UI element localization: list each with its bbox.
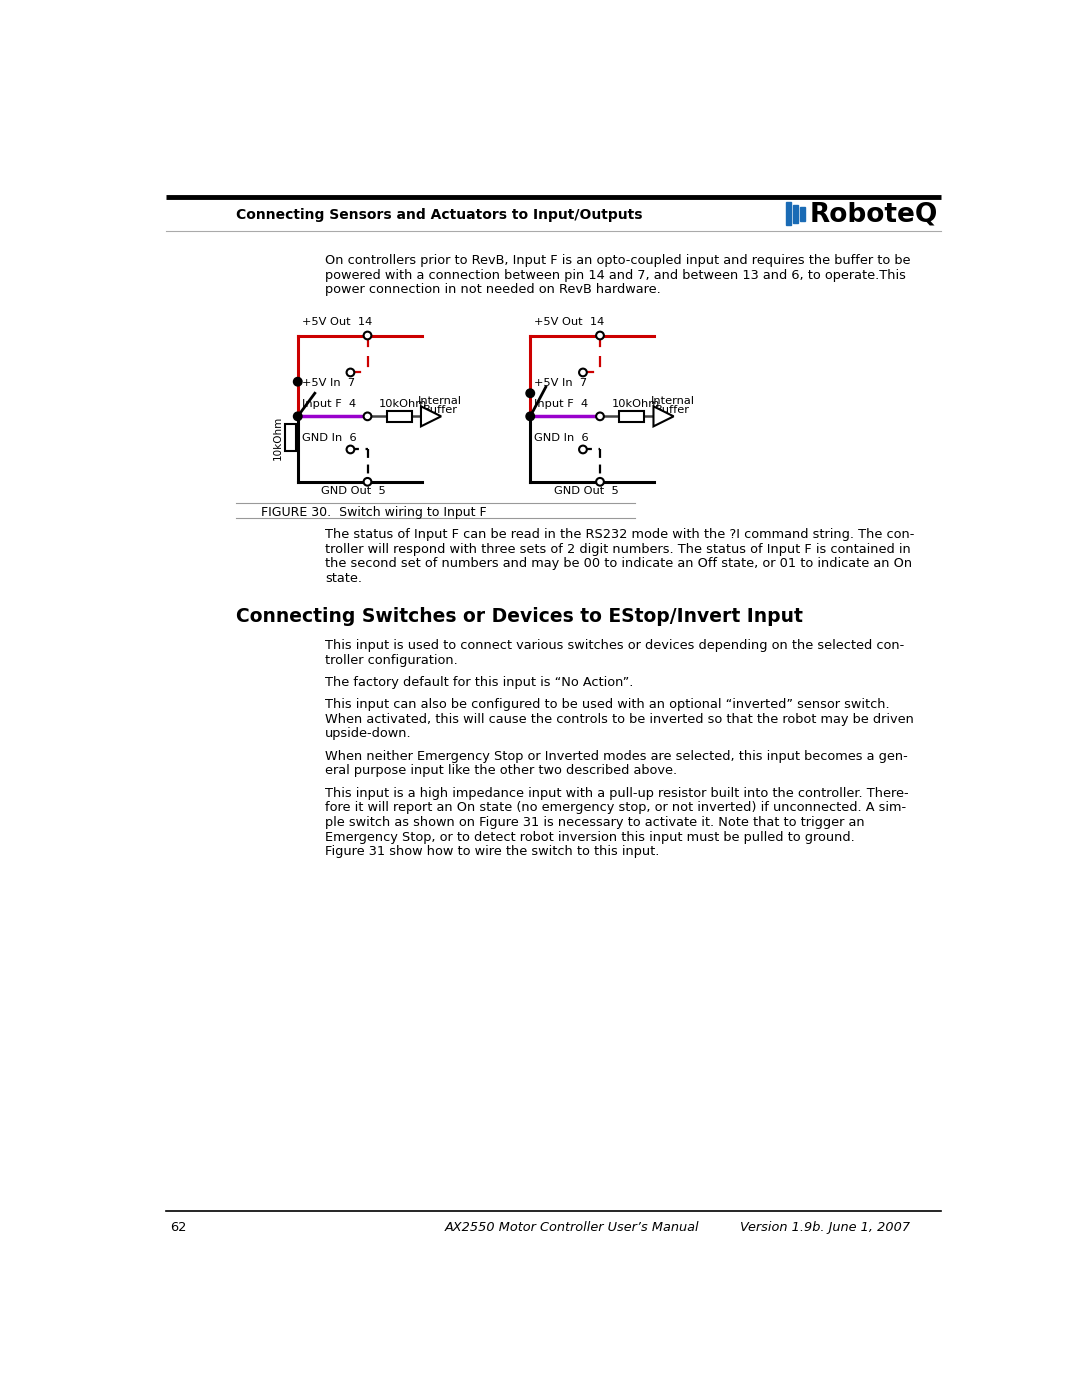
Bar <box>793 204 798 224</box>
Text: This input is a high impedance input with a pull-up resistor built into the cont: This input is a high impedance input wit… <box>325 787 908 799</box>
Text: 10kOhm: 10kOhm <box>611 398 660 409</box>
Text: Figure 31 show how to wire the switch to this input.: Figure 31 show how to wire the switch to… <box>325 845 659 858</box>
Circle shape <box>294 412 302 420</box>
Text: When neither Emergency Stop or Inverted modes are selected, this input becomes a: When neither Emergency Stop or Inverted … <box>325 750 907 763</box>
Text: GND Out  5: GND Out 5 <box>554 486 618 496</box>
Circle shape <box>596 478 604 486</box>
Text: GND In  6: GND In 6 <box>301 433 356 443</box>
Text: RoboteQ: RoboteQ <box>809 201 937 228</box>
Text: fore it will report an On state (no emergency stop, or not inverted) if unconnec: fore it will report an On state (no emer… <box>325 802 906 814</box>
Circle shape <box>364 478 372 486</box>
Text: This input is used to connect various switches or devices depending on the selec: This input is used to connect various sw… <box>325 638 904 652</box>
Text: +5V Out  14: +5V Out 14 <box>535 317 605 327</box>
Text: Input F  4: Input F 4 <box>301 398 355 409</box>
Text: eral purpose input like the other two described above.: eral purpose input like the other two de… <box>325 764 677 777</box>
Text: upside-down.: upside-down. <box>325 728 411 740</box>
Text: Internal: Internal <box>418 395 462 405</box>
Text: troller will respond with three sets of 2 digit numbers. The status of Input F i: troller will respond with three sets of … <box>325 542 910 556</box>
Text: When activated, this will cause the controls to be inverted so that the robot ma: When activated, this will cause the cont… <box>325 712 914 726</box>
Text: 10kOhm: 10kOhm <box>379 398 428 409</box>
Text: powered with a connection between pin 14 and 7, and between 13 and 6, to operate: powered with a connection between pin 14… <box>325 268 906 282</box>
Text: Internal: Internal <box>651 395 694 405</box>
Circle shape <box>526 412 535 420</box>
Text: troller configuration.: troller configuration. <box>325 654 458 666</box>
Text: This input can also be configured to be used with an optional “inverted” sensor : This input can also be configured to be … <box>325 698 890 711</box>
Circle shape <box>294 377 302 386</box>
Polygon shape <box>653 407 674 426</box>
Bar <box>285 425 296 451</box>
Text: GND In  6: GND In 6 <box>535 433 589 443</box>
Circle shape <box>364 412 372 420</box>
Text: state.: state. <box>325 571 362 585</box>
Text: 62: 62 <box>170 1221 186 1234</box>
Circle shape <box>347 369 354 376</box>
Text: Buffer: Buffer <box>656 405 690 415</box>
Circle shape <box>596 331 604 339</box>
Bar <box>387 411 411 422</box>
Bar <box>786 203 791 225</box>
Circle shape <box>526 388 535 398</box>
Circle shape <box>347 446 354 453</box>
Text: the second set of numbers and may be 00 to indicate an Off state, or 01 to indic: the second set of numbers and may be 00 … <box>325 557 912 570</box>
Circle shape <box>579 446 586 453</box>
Text: power connection in not needed on RevB hardware.: power connection in not needed on RevB h… <box>325 284 661 296</box>
Text: Emergency Stop, or to detect robot inversion this input must be pulled to ground: Emergency Stop, or to detect robot inver… <box>325 831 854 844</box>
Polygon shape <box>421 407 441 426</box>
Text: The status of Input F can be read in the RS232 mode with the ?I command string. : The status of Input F can be read in the… <box>325 528 915 541</box>
Text: Connecting Switches or Devices to EStop/Invert Input: Connecting Switches or Devices to EStop/… <box>235 606 802 626</box>
Text: Version 1.9b. June 1, 2007: Version 1.9b. June 1, 2007 <box>740 1221 909 1234</box>
Circle shape <box>596 412 604 420</box>
Circle shape <box>579 369 586 376</box>
Bar <box>619 411 644 422</box>
Text: GND Out  5: GND Out 5 <box>321 486 386 496</box>
Text: 10kOhm: 10kOhm <box>273 415 283 460</box>
Text: +5V In  7: +5V In 7 <box>535 377 588 388</box>
Text: Connecting Sensors and Actuators to Input/Outputs: Connecting Sensors and Actuators to Inpu… <box>235 208 643 222</box>
Text: AX2550 Motor Controller User’s Manual: AX2550 Motor Controller User’s Manual <box>445 1221 700 1234</box>
Bar <box>800 207 805 221</box>
Circle shape <box>364 331 372 339</box>
Text: ple switch as shown on Figure 31 is necessary to activate it. Note that to trigg: ple switch as shown on Figure 31 is nece… <box>325 816 864 828</box>
Text: +5V In  7: +5V In 7 <box>301 377 354 388</box>
Text: On controllers prior to RevB, Input F is an opto-coupled input and requires the : On controllers prior to RevB, Input F is… <box>325 254 910 267</box>
Text: Buffer: Buffer <box>423 405 458 415</box>
Text: +5V Out  14: +5V Out 14 <box>301 317 372 327</box>
Text: FIGURE 30.  Switch wiring to Input F: FIGURE 30. Switch wiring to Input F <box>260 507 486 520</box>
Text: The factory default for this input is “No Action”.: The factory default for this input is “N… <box>325 676 633 689</box>
Text: Input F  4: Input F 4 <box>535 398 589 409</box>
